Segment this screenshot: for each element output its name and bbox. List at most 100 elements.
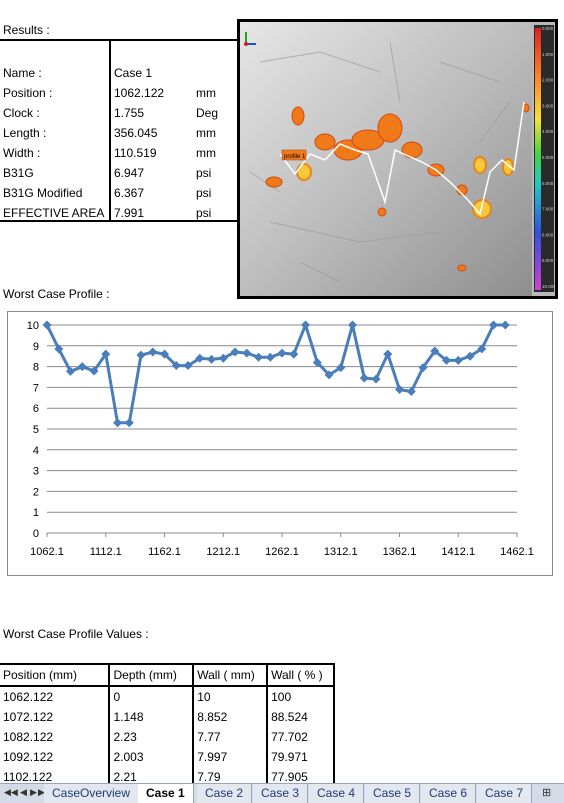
table-row: 1072.122 1.148 8.852 88.524 (0, 707, 335, 727)
results-row-b31g: B31G 6.947 psi (0, 163, 240, 183)
tab-case-3[interactable]: Case 3 (253, 784, 309, 803)
y-tick-label: 7 (33, 382, 39, 394)
profile-tag (281, 149, 307, 161)
x-tick-label: 1262.1 (265, 546, 299, 558)
data-point (183, 361, 193, 371)
results-unit: mm (196, 146, 216, 160)
cell-wall-pct: 79.971 (266, 747, 335, 767)
cell-wall-pct: 77.702 (266, 727, 335, 747)
tab-case-2[interactable]: Case 2 (197, 784, 253, 803)
results-key: Name : (3, 66, 42, 80)
values-table-header: Position (mm) Depth (mm) Wall ( mm) Wall… (0, 663, 335, 687)
header-wall-pct: Wall ( % ) (266, 663, 335, 687)
results-unit: psi (196, 206, 212, 220)
data-point (430, 346, 440, 356)
results-value: 1062.122 (114, 86, 165, 100)
results-value: 6.947 (114, 166, 145, 180)
table-row: 1092.122 2.003 7.997 79.971 (0, 747, 335, 767)
first-sheet-icon[interactable]: ◀◀ (4, 787, 18, 797)
tab-case-1[interactable]: Case 1 (138, 784, 194, 803)
results-key: B31G (3, 166, 34, 180)
cell-depth: 2.21 (108, 767, 195, 787)
next-sheet-icon[interactable]: ▶ (30, 787, 37, 797)
data-point (289, 349, 299, 359)
header-position: Position (mm) (0, 663, 111, 687)
cell-depth: 2.003 (108, 747, 195, 767)
table-row: 1102.122 2.21 7.79 77.905 (0, 767, 335, 787)
results-key: Length : (3, 126, 47, 140)
data-point (124, 418, 134, 428)
prev-sheet-icon[interactable]: ◀ (20, 787, 27, 797)
scale-label: 10.000 (542, 284, 555, 289)
data-point (254, 352, 264, 362)
data-point (477, 344, 487, 354)
results-value: 1.755 (114, 106, 145, 120)
y-tick-label: 1 (33, 507, 39, 519)
header-wall-mm: Wall ( mm) (192, 663, 269, 687)
y-tick-label: 6 (33, 403, 39, 415)
profile-title: Worst Case Profile : (3, 287, 110, 301)
profile-chart: 0 1 2 3 4 5 6 7 8 9 10 1062.1 1112.1 1162.1 1212.1 1262… (7, 311, 553, 576)
results-key: B31G Modified (3, 186, 83, 200)
scale-label: 4.000 (542, 129, 554, 134)
data-point (265, 352, 275, 362)
data-point (207, 354, 217, 364)
cell-wall-pct: 77.905 (266, 767, 335, 787)
profile-series-line (45, 323, 506, 425)
table-row: 1062.122 0 10 100 (0, 686, 335, 707)
scale-label: 9.000 (542, 258, 554, 263)
y-tick-label: 3 (33, 466, 39, 478)
results-value: 6.367 (114, 186, 145, 200)
x-tick-label: 1462.1 (500, 546, 534, 558)
results-key: Position : (3, 86, 53, 100)
data-point (54, 344, 64, 354)
cell-wall-mm: 7.79 (192, 767, 269, 787)
cell-depth: 1.148 (108, 707, 195, 727)
x-tick-label: 1112.1 (90, 546, 122, 558)
data-point (442, 355, 452, 365)
data-point (77, 362, 87, 372)
cell-wall-mm: 7.77 (192, 727, 269, 747)
tab-case-4[interactable]: Case 4 (309, 784, 365, 803)
results-unit: mm (196, 86, 216, 100)
axis-marker-icon (244, 32, 256, 46)
scale-label: 8.000 (542, 232, 554, 237)
profile-chart-svg: 0 1 2 3 4 5 6 7 8 9 10 1062.1 1112.1 1162.1 1212.1 1262… (27, 320, 534, 558)
data-point (101, 349, 111, 359)
insert-sheet-icon[interactable]: ⊞ (542, 787, 552, 799)
results-divider (109, 41, 111, 220)
y-tick-label: 2 (33, 486, 39, 498)
results-key: EFFECTIVE AREA (3, 206, 105, 220)
tab-case-5[interactable]: Case 5 (365, 784, 421, 803)
data-point (66, 366, 76, 376)
table-row: 1082.122 2.23 7.77 77.702 (0, 727, 335, 747)
results-row-position: Position : 1062.122 mm (0, 83, 240, 103)
data-point (312, 357, 322, 367)
data-point (406, 387, 416, 397)
x-tick-label: 1062.1 (30, 546, 64, 558)
tab-case-6[interactable]: Case 6 (421, 784, 477, 803)
results-row-clock: Clock : 1.755 Deg (0, 103, 240, 123)
corrosion-heatmap-image: profile 1 0.000 1.000 2.000 3.000 4.000 5.000… (237, 19, 558, 299)
data-point (359, 373, 369, 383)
x-tick-label: 1312.1 (324, 546, 358, 558)
cell-position: 1092.122 (0, 747, 111, 767)
scale-label: 2.000 (542, 78, 554, 83)
tab-case-overview[interactable]: CaseOverview (44, 784, 140, 803)
data-point (171, 361, 181, 371)
x-tick-label: 1212.1 (206, 546, 240, 558)
data-point (500, 320, 510, 330)
tab-case-7[interactable]: Case 7 (477, 784, 533, 803)
results-unit: mm (196, 126, 216, 140)
results-value: 7.991 (114, 206, 145, 220)
data-point (395, 384, 405, 394)
data-point (89, 366, 99, 376)
cell-wall-pct: 100 (266, 686, 335, 707)
data-point (348, 320, 358, 330)
sheet-tab-bar: ◀◀ ◀ ▶ ▶▶ CaseOverview Case 1 Case 2 Cas… (0, 783, 564, 803)
data-point (230, 347, 240, 357)
data-point (195, 353, 205, 363)
data-point (113, 418, 123, 428)
data-point (418, 363, 428, 373)
data-point (160, 349, 170, 359)
